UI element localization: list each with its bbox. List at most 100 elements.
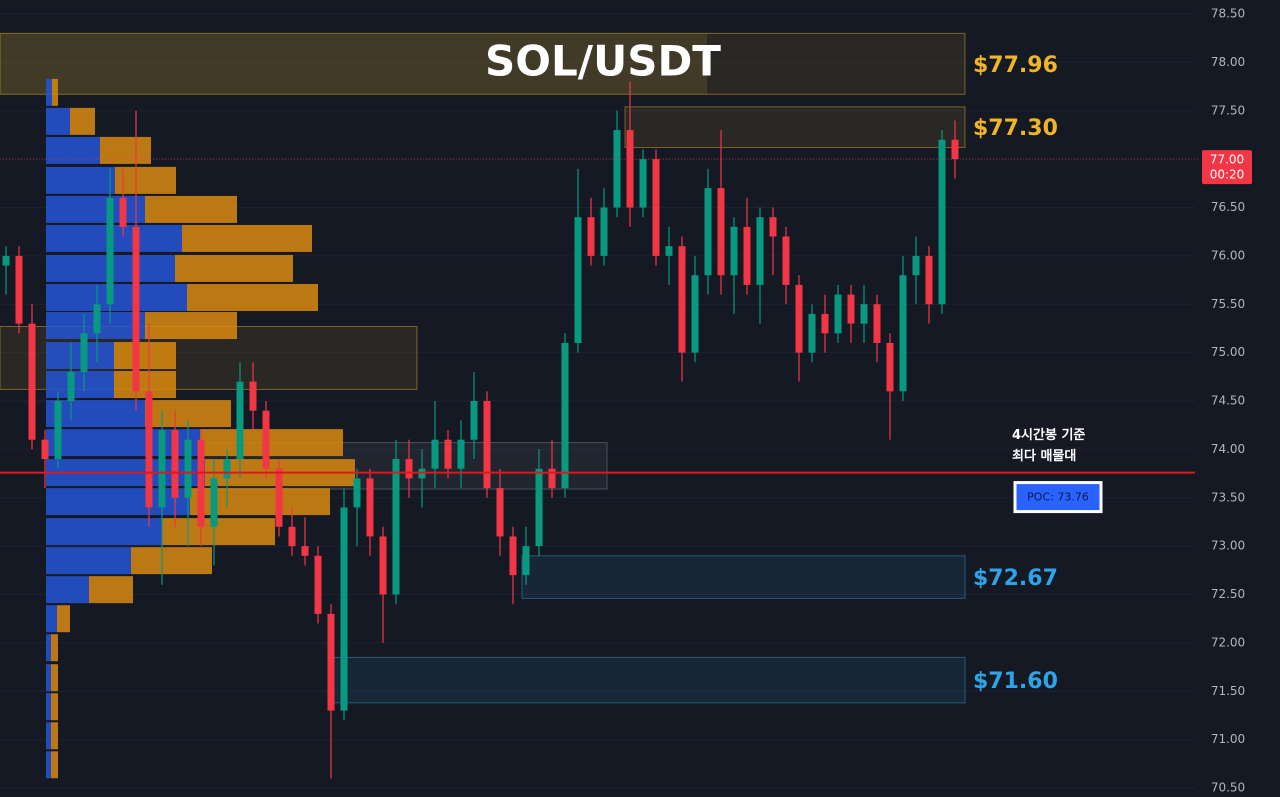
y-tick-label: 76.50 (1211, 200, 1245, 214)
y-tick-label: 70.50 (1211, 781, 1245, 795)
candle-body (847, 294, 855, 324)
poc-box (1013, 481, 1103, 514)
candle-body (171, 430, 179, 498)
zone-label: $71.60 (973, 669, 1058, 694)
profile-sell (51, 664, 58, 692)
zone (624, 106, 966, 149)
candle-body (2, 255, 10, 266)
y-tick-label: 73.50 (1211, 490, 1245, 504)
candle-body (691, 275, 699, 353)
candle-body (782, 236, 790, 285)
profile-buy (46, 371, 114, 399)
poc-note: 4시간봉 기준 (1012, 427, 1085, 443)
candle-body (262, 410, 270, 469)
candle-body (639, 159, 647, 208)
candle-body (41, 439, 49, 460)
profile-buy (46, 722, 51, 750)
candle-body (431, 439, 439, 469)
candle-body (158, 430, 166, 508)
y-tick-label: 71.50 (1211, 684, 1245, 698)
y-tick-label: 75.50 (1211, 297, 1245, 311)
countdown: 00:20 (1210, 168, 1245, 182)
candle-body (899, 275, 907, 392)
candle-body (951, 139, 959, 160)
candle-body (314, 555, 322, 614)
zone-label: $77.96 (973, 53, 1058, 78)
candle-body (15, 255, 23, 324)
candle-body (301, 546, 309, 556)
candle-body (379, 536, 387, 595)
last-price-box (1202, 150, 1252, 185)
y-tick-label: 75.00 (1211, 345, 1245, 359)
candle-body (886, 342, 894, 392)
candle-body (821, 313, 829, 334)
candle-body (652, 159, 660, 256)
profile-buy (46, 518, 162, 546)
profile-buy (46, 400, 145, 428)
candle-body (743, 226, 751, 285)
profile-sell (51, 722, 58, 750)
candle-body (756, 217, 764, 285)
candle-body (288, 526, 296, 547)
candle-body (795, 284, 803, 353)
candle-body (873, 304, 881, 343)
candle-body (496, 488, 504, 537)
y-tick-label: 78.00 (1211, 55, 1245, 69)
candle-body (223, 459, 231, 479)
candle-body (405, 459, 413, 479)
candle-body (613, 130, 621, 208)
candle-body (548, 468, 556, 489)
candle-body (626, 130, 634, 208)
candle-body (938, 139, 946, 305)
profile-sell (57, 605, 70, 633)
profile-sell (51, 693, 58, 721)
zone-label: $77.30 (973, 116, 1058, 141)
profile-buy (46, 342, 114, 370)
candle-body (67, 371, 75, 401)
profile-buy (46, 547, 131, 575)
profile-buy (46, 136, 100, 164)
candle-body (340, 507, 348, 711)
profile-sell (145, 312, 237, 340)
candle-body (912, 255, 920, 276)
zone (521, 555, 966, 599)
profile-sell (70, 107, 95, 135)
candle-body (106, 197, 114, 305)
profile-sell (182, 224, 312, 252)
profile-sell (115, 166, 176, 194)
profile-sell (51, 751, 58, 779)
title-box (0, 33, 707, 95)
candle-body (730, 226, 738, 276)
y-tick-label: 77.50 (1211, 103, 1245, 117)
profile-buy (46, 78, 52, 106)
profile-sell (187, 283, 318, 311)
last-price-label: 77.00 (1210, 153, 1244, 167)
candle-body (665, 246, 673, 256)
candle-body (327, 613, 335, 711)
zone (0, 32, 966, 95)
profile-buy (46, 195, 145, 223)
profile-buy (46, 488, 190, 516)
candle-body (600, 207, 608, 256)
profile-sell (114, 371, 176, 399)
profile-sell (114, 342, 176, 370)
candle-body (561, 342, 569, 489)
chart-title: SOL/USDT (485, 37, 721, 86)
candle-body (132, 226, 140, 392)
profile-buy (46, 107, 70, 135)
candle-body (717, 188, 725, 276)
candle-body (210, 478, 218, 527)
candle-body (353, 478, 361, 508)
candle-body (28, 323, 36, 440)
profile-sell (131, 547, 212, 575)
profile-buy (46, 576, 89, 604)
zone (330, 656, 966, 704)
profile-buy (46, 166, 115, 194)
candle-body (769, 217, 777, 237)
profile-buy (46, 751, 51, 779)
profile-sell (175, 254, 293, 282)
profile-sell (89, 576, 133, 604)
profile-sell (145, 195, 237, 223)
